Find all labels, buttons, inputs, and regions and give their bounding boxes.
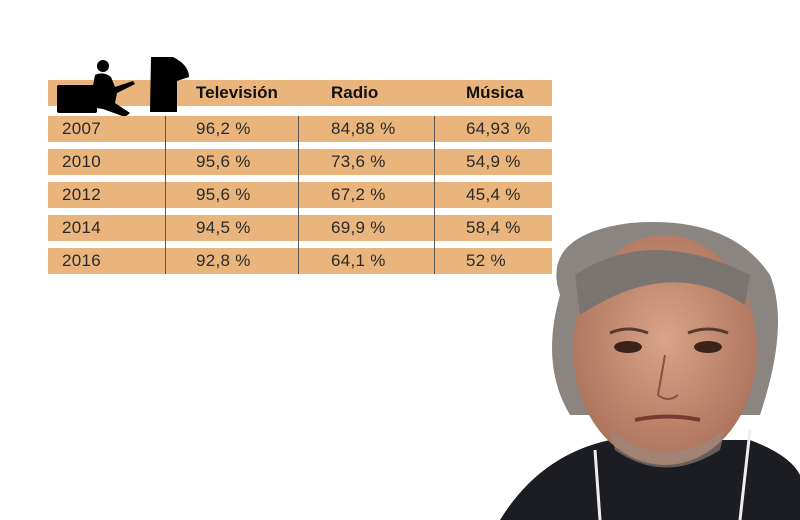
- table-cell-radio: 67,2 %: [331, 185, 386, 204]
- table-cell-musica: 58,4 %: [466, 218, 521, 237]
- table-cell-musica: 45,4 %: [466, 185, 521, 204]
- column-divider: [298, 116, 299, 274]
- table-row: [48, 182, 552, 208]
- column-header-musica: Música: [466, 83, 524, 102]
- table-cell-radio: 69,9 %: [331, 218, 386, 237]
- table-cell-year: 2010: [62, 152, 102, 171]
- table-cell-radio: 73,6 %: [331, 152, 386, 171]
- table-cell-year: 2007: [62, 119, 102, 138]
- table-row: [48, 116, 552, 142]
- column-divider: [434, 116, 435, 274]
- table-cell-tv: 95,6 %: [196, 185, 251, 204]
- table-cell-musica: 64,93 %: [466, 119, 531, 138]
- table-cell-tv: 96,2 %: [196, 119, 251, 138]
- table-row: [48, 149, 552, 175]
- table-cell-year: 2014: [62, 218, 102, 237]
- table-row: [48, 248, 552, 274]
- table-cell-tv: 92,8 %: [196, 251, 251, 270]
- column-header-television: Televisión: [196, 83, 278, 102]
- table-cell-radio: 64,1 %: [331, 251, 386, 270]
- column-header-radio: Radio: [331, 83, 379, 102]
- table-cell-year: 2016: [62, 251, 102, 270]
- man-portrait-photo: [500, 222, 800, 520]
- table-cell-radio: 84,88 %: [331, 119, 396, 138]
- table-cell-year: 2012: [62, 185, 102, 204]
- table-row: [48, 215, 552, 241]
- table-cell-musica: 54,9 %: [466, 152, 521, 171]
- person-watching-tv-silhouette-icon: [57, 57, 189, 117]
- table-cell-tv: 95,6 %: [196, 152, 251, 171]
- table-cell-tv: 94,5 %: [196, 218, 251, 237]
- table-cell-musica: 52 %: [466, 251, 506, 270]
- column-divider: [165, 116, 166, 274]
- tv-silhouette-icon: [150, 57, 189, 112]
